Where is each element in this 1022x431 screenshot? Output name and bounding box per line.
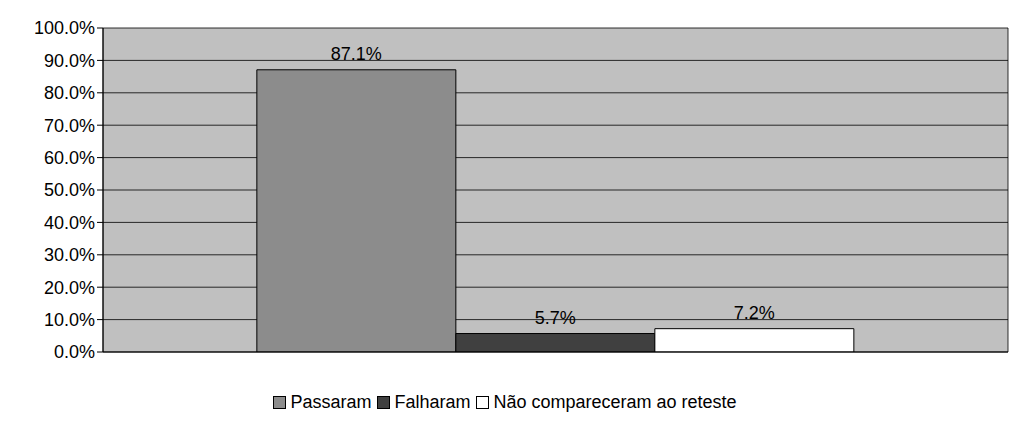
svg-text:20.0%: 20.0% — [44, 278, 95, 298]
svg-text:100.0%: 100.0% — [34, 18, 95, 38]
html-text:Não compareceram ao reteste: Não compareceram ao reteste — [493, 392, 737, 412]
html-text:Falharam: Falharam — [394, 392, 471, 412]
svg-text:5.7%: 5.7% — [535, 308, 576, 328]
svg-text:30.0%: 30.0% — [44, 245, 95, 265]
svg-text:0.0%: 0.0% — [54, 342, 95, 362]
svg-text:90.0%: 90.0% — [44, 51, 95, 71]
svg-text:50.0%: 50.0% — [44, 180, 95, 200]
html-text:Passaram: Passaram — [290, 392, 372, 412]
svg-text:60.0%: 60.0% — [44, 148, 95, 168]
svg-text:10.0%: 10.0% — [44, 310, 95, 330]
svg-text:87.1%: 87.1% — [331, 44, 382, 64]
svg-text:40.0%: 40.0% — [44, 213, 95, 233]
svg-text:80.0%: 80.0% — [44, 83, 95, 103]
svg-text:70.0%: 70.0% — [44, 116, 95, 136]
svg-text:7.2%: 7.2% — [734, 303, 775, 323]
